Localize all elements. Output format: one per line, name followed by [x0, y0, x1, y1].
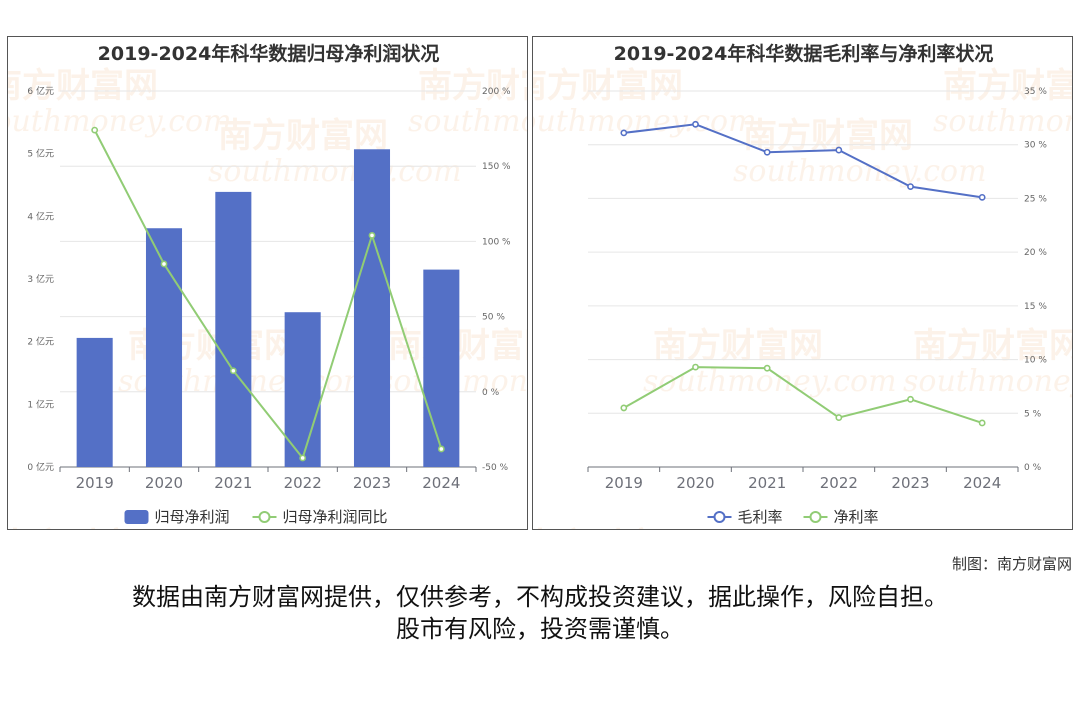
- watermark-cn: 南方财富网: [8, 526, 168, 530]
- chart-panel-net-profit: 南方财富网southmoney.com南方财富网southmoney.com南方…: [7, 36, 528, 530]
- x-tick-label: 2019: [76, 474, 114, 492]
- y-right-tick-label: 0 %: [482, 388, 500, 398]
- y-left-tick-label: 5 亿元: [27, 148, 54, 160]
- bar-2024: [423, 269, 460, 467]
- x-tick-label: 2020: [145, 474, 183, 492]
- y-right-tick-label: 200 %: [482, 87, 511, 97]
- chart-panel-margins: 南方财富网southmoney.com南方财富网southmoney.com南方…: [532, 36, 1073, 530]
- bar-2020: [145, 228, 183, 467]
- x-tick-label: 2022: [284, 474, 322, 492]
- point-1-2024: [437, 445, 445, 453]
- y-right-tick-label: 10 %: [1024, 356, 1047, 366]
- disclaimer-line-2: 股市有风险，投资需谨慎。: [396, 615, 684, 643]
- watermark-en: southmoney.com: [733, 154, 987, 189]
- watermark-en: southmoney.com: [208, 154, 462, 189]
- bar-2021: [215, 191, 252, 468]
- watermark-cn: 南方财富网: [8, 66, 158, 106]
- watermark-cn: 南方财富网: [943, 66, 1073, 106]
- legend-label: 归母净利润同比: [283, 508, 388, 526]
- point-0-2022: [835, 146, 843, 154]
- x-tick-label: 2024: [963, 474, 1001, 492]
- x-tick-label: 2021: [748, 474, 786, 492]
- y-left-tick-label: 4 亿元: [27, 210, 54, 222]
- legend-item-0: 归母净利润: [124, 508, 230, 526]
- disclaimer-line-1: 数据由南方财富网提供，仅供参考，不构成投资建议，据此操作，风险自担。: [132, 583, 948, 611]
- point-0-2024: [978, 193, 986, 201]
- y-right-tick-label: 5 %: [1024, 409, 1042, 419]
- point-0-2020: [692, 120, 699, 128]
- legend-swatch-marker: [258, 511, 271, 523]
- point-1-2021: [229, 367, 237, 375]
- watermark-en: southmoney.com: [408, 104, 528, 139]
- watermark-cn: 南方财富网: [743, 116, 913, 156]
- point-1-2019: [91, 126, 99, 134]
- watermark-layer: 南方财富网southmoney.com南方财富网southmoney.com南方…: [533, 66, 1073, 530]
- x-tick-label: 2020: [676, 474, 714, 492]
- watermark-en: southmoney.com: [903, 364, 1073, 399]
- margin-chart: 南方财富网southmoney.com南方财富网southmoney.com南方…: [533, 42, 1073, 530]
- point-1-2024: [978, 419, 986, 427]
- watermark-cn: 南方财富网: [533, 66, 683, 106]
- y-left-tick-label: 1 亿元: [27, 398, 54, 410]
- point-1-2022: [299, 454, 307, 462]
- x-tick-label: 2022: [820, 474, 858, 492]
- watermark-en: southmoney.com: [8, 104, 232, 139]
- point-1-2022: [835, 414, 843, 421]
- point-1-2021: [763, 364, 771, 372]
- x-tick-label: 2024: [422, 474, 460, 492]
- point-1-2023: [907, 395, 914, 403]
- watermark-en: southmoney.com: [533, 104, 757, 139]
- point-1-2020: [692, 363, 699, 371]
- y-right-tick-label: 150 %: [482, 162, 511, 172]
- y-left-tick-label: 0 亿元: [27, 461, 54, 473]
- point-0-2023: [907, 183, 914, 191]
- point-1-2023: [368, 231, 376, 239]
- x-tick-label: 2021: [214, 474, 252, 492]
- chart-title: 2019-2024年科华数据毛利率与净利率状况: [614, 42, 994, 65]
- point-0-2019: [620, 129, 628, 137]
- x-tick-label: 2023: [353, 474, 391, 492]
- series-line-0: [623, 123, 983, 199]
- legend-swatch-marker: [713, 511, 726, 523]
- legend-item-1: 净利率: [803, 508, 879, 526]
- legend-label: 净利率: [834, 508, 879, 526]
- y-right-tick-label: 50 %: [482, 313, 505, 323]
- series-line-1: [623, 366, 983, 424]
- y-left-tick-label: 3 亿元: [27, 273, 54, 285]
- point-1-2019: [620, 404, 628, 412]
- legend-label: 归母净利润: [155, 508, 230, 526]
- bar-2019: [76, 337, 113, 467]
- x-tick-label: 2019: [605, 474, 643, 492]
- watermark-en: southmoney.com: [933, 104, 1073, 139]
- y-right-tick-label: 0 %: [1024, 463, 1042, 473]
- y-right-tick-label: 100 %: [482, 237, 511, 247]
- legend-swatch-marker: [809, 511, 822, 523]
- y-right-tick-label: 30 %: [1024, 141, 1047, 151]
- chart-credit: 制图：南方财富网: [951, 555, 1072, 573]
- y-left-tick-label: 6 亿元: [27, 85, 54, 97]
- watermark-cn: 南方财富网: [418, 66, 528, 106]
- x-tick-label: 2023: [891, 474, 929, 492]
- point-1-2020: [160, 260, 168, 268]
- legend-item-0: 毛利率: [707, 508, 783, 526]
- y-right-tick-label: -50 %: [482, 463, 509, 473]
- y-right-tick-label: 20 %: [1024, 248, 1047, 258]
- bar-2023: [353, 149, 391, 467]
- legend-swatch-bar: [124, 510, 149, 524]
- y-right-tick-label: 15 %: [1024, 302, 1047, 312]
- y-right-tick-label: 25 %: [1024, 194, 1047, 204]
- net-profit-chart: 南方财富网southmoney.com南方财富网southmoney.com南方…: [8, 42, 528, 530]
- bar-2022: [284, 312, 321, 467]
- point-0-2021: [763, 148, 771, 156]
- y-right-tick-label: 35 %: [1024, 87, 1047, 97]
- y-left-tick-label: 2 亿元: [27, 336, 54, 348]
- watermark-cn: 南方财富网: [533, 526, 693, 530]
- chart-title: 2019-2024年科华数据归母净利润状况: [98, 42, 440, 65]
- legend-label: 毛利率: [738, 508, 783, 526]
- series-line-1: [93, 129, 443, 461]
- legend-item-1: 归母净利润同比: [252, 508, 388, 526]
